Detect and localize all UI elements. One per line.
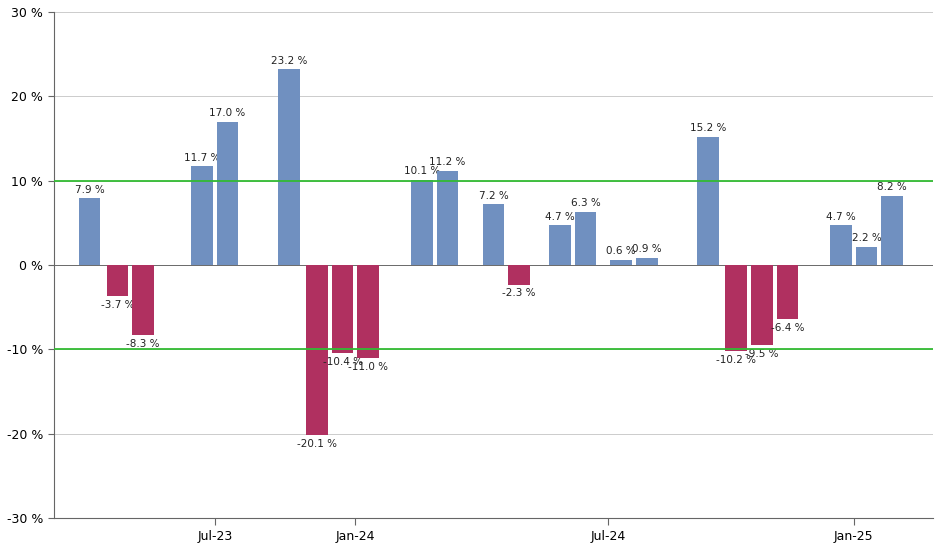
- Text: 8.2 %: 8.2 %: [877, 182, 907, 192]
- Bar: [411, 180, 432, 265]
- Text: 15.2 %: 15.2 %: [690, 123, 727, 133]
- Text: 0.6 %: 0.6 %: [606, 246, 636, 256]
- Bar: [79, 199, 101, 265]
- Bar: [191, 166, 212, 265]
- Bar: [107, 265, 129, 296]
- Text: -11.0 %: -11.0 %: [348, 362, 388, 372]
- Text: -20.1 %: -20.1 %: [297, 438, 337, 448]
- Text: -8.3 %: -8.3 %: [127, 339, 160, 349]
- Bar: [357, 265, 379, 358]
- Text: -10.2 %: -10.2 %: [716, 355, 757, 365]
- Bar: [636, 257, 657, 265]
- Text: -9.5 %: -9.5 %: [745, 349, 778, 359]
- Text: -3.7 %: -3.7 %: [101, 300, 134, 310]
- Bar: [574, 212, 596, 265]
- Bar: [332, 265, 353, 353]
- Bar: [776, 265, 798, 319]
- Text: 7.9 %: 7.9 %: [74, 185, 104, 195]
- Text: 17.0 %: 17.0 %: [210, 108, 245, 118]
- Text: 4.7 %: 4.7 %: [826, 212, 856, 222]
- Bar: [882, 196, 903, 265]
- Text: 10.1 %: 10.1 %: [403, 166, 440, 176]
- Text: 7.2 %: 7.2 %: [478, 190, 509, 201]
- Bar: [437, 170, 458, 265]
- Bar: [509, 265, 530, 284]
- Bar: [751, 265, 773, 345]
- Text: -10.4 %: -10.4 %: [322, 356, 363, 367]
- Text: 2.2 %: 2.2 %: [852, 233, 882, 243]
- Text: 11.7 %: 11.7 %: [184, 152, 220, 163]
- Text: -2.3 %: -2.3 %: [502, 288, 536, 298]
- Bar: [306, 265, 328, 434]
- Text: -6.4 %: -6.4 %: [771, 323, 804, 333]
- Bar: [855, 246, 877, 265]
- Bar: [610, 260, 632, 265]
- Bar: [133, 265, 154, 335]
- Bar: [278, 69, 300, 265]
- Text: 23.2 %: 23.2 %: [271, 56, 307, 65]
- Text: 0.9 %: 0.9 %: [632, 244, 662, 254]
- Text: 4.7 %: 4.7 %: [545, 212, 574, 222]
- Text: 6.3 %: 6.3 %: [571, 198, 601, 208]
- Bar: [482, 205, 504, 265]
- Bar: [549, 226, 571, 265]
- Bar: [830, 226, 852, 265]
- Bar: [217, 122, 239, 265]
- Bar: [726, 265, 747, 351]
- Bar: [697, 137, 719, 265]
- Text: 11.2 %: 11.2 %: [430, 157, 465, 167]
